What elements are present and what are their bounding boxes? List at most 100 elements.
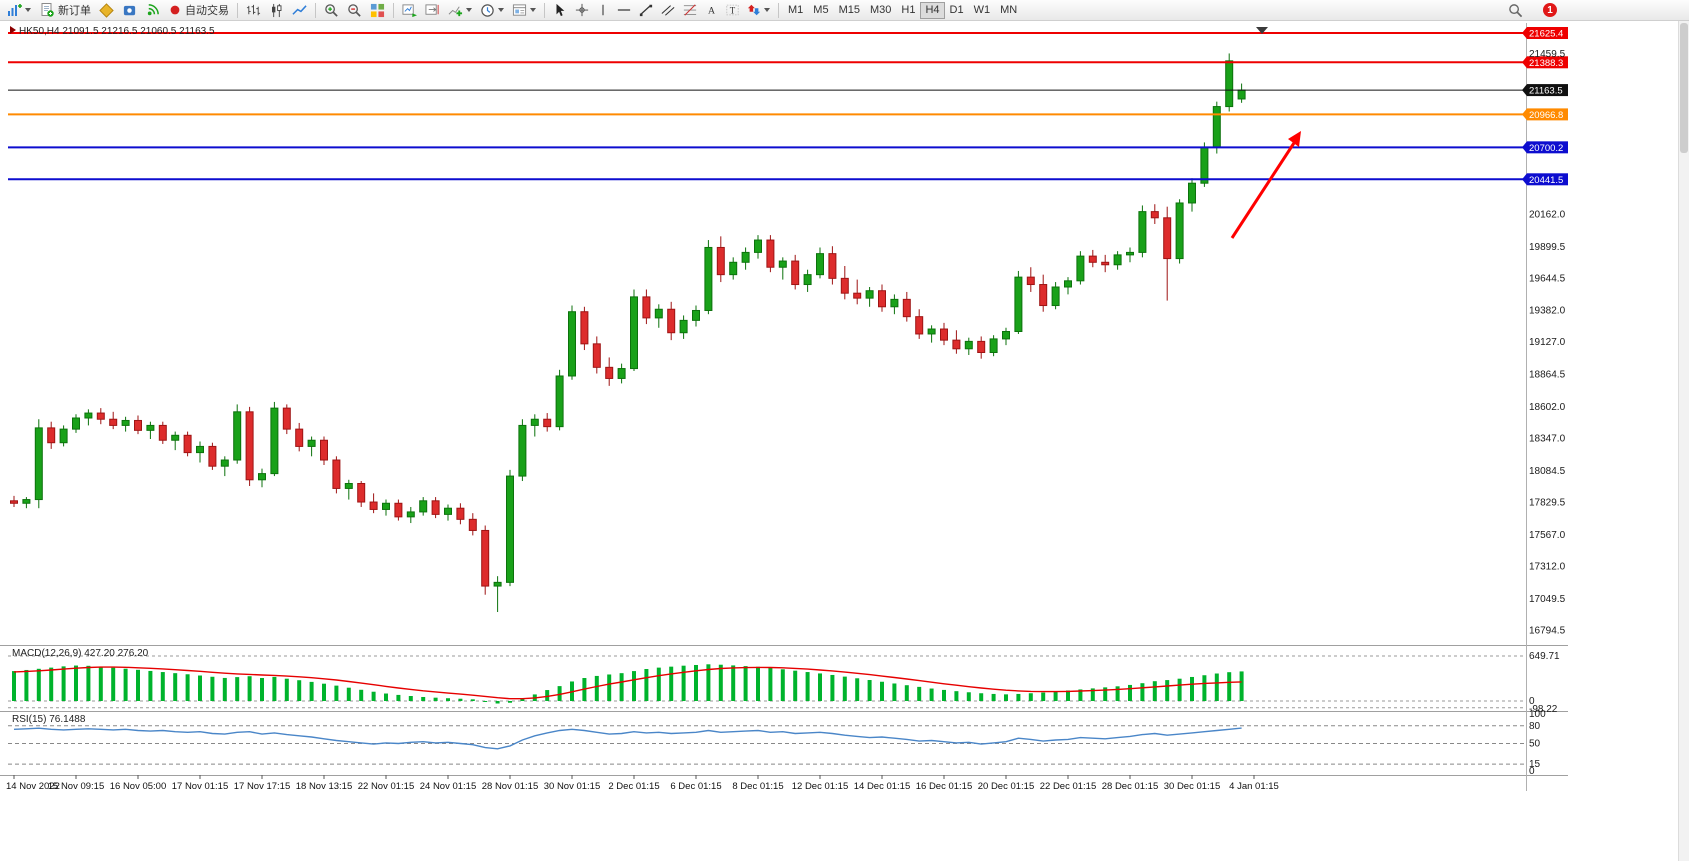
timeframe-button-m15[interactable]: M15 bbox=[834, 2, 865, 19]
macd-histogram-bar bbox=[917, 686, 922, 701]
arrow-objects-icon bbox=[747, 4, 761, 16]
candle-body bbox=[34, 427, 43, 501]
vertical-line-tool-button[interactable] bbox=[593, 1, 613, 20]
indicators-button[interactable] bbox=[444, 1, 476, 20]
tile-windows-button[interactable] bbox=[366, 1, 389, 20]
auto-scroll-button[interactable] bbox=[398, 1, 421, 20]
channel-tool-button[interactable] bbox=[657, 1, 679, 20]
text-tool-button[interactable]: A bbox=[701, 1, 722, 20]
zoom-out-button[interactable] bbox=[343, 1, 366, 20]
macd-histogram-bar bbox=[619, 673, 624, 701]
market-button[interactable] bbox=[118, 1, 141, 20]
candle-body bbox=[468, 518, 477, 531]
time-axis-label: 12 Dec 01:15 bbox=[792, 781, 849, 792]
candle bbox=[357, 481, 366, 507]
auto-trading-button[interactable]: 自动交易 bbox=[164, 1, 233, 20]
chart-shift-button[interactable] bbox=[421, 1, 444, 20]
candle-body bbox=[369, 501, 378, 510]
new-order-button[interactable]: 新订单 bbox=[35, 1, 95, 20]
candle-body bbox=[282, 407, 291, 430]
search-button[interactable] bbox=[1504, 1, 1527, 20]
rsi-scale-label: 0 bbox=[1529, 766, 1535, 777]
macd-histogram-bar bbox=[396, 694, 401, 701]
cursor-tool-button[interactable] bbox=[549, 1, 571, 20]
horizontal-line-tool-button[interactable] bbox=[613, 1, 635, 20]
signals-button[interactable] bbox=[141, 1, 164, 20]
indicators-icon bbox=[448, 5, 463, 16]
price-badge: 21388.3 bbox=[1522, 56, 1568, 69]
arrows-tool-button[interactable] bbox=[743, 1, 774, 20]
candle-body bbox=[196, 445, 204, 454]
candle bbox=[456, 503, 465, 525]
candle bbox=[878, 284, 886, 312]
candlestick-mode-button[interactable] bbox=[265, 1, 288, 20]
rsi-name: RSI(15) bbox=[12, 714, 47, 725]
candle-body bbox=[456, 507, 465, 520]
candle-body bbox=[1150, 211, 1159, 219]
candle-body bbox=[754, 239, 762, 253]
price-badge-label: 21163.5 bbox=[1529, 86, 1563, 97]
candle bbox=[419, 497, 428, 516]
bar-chart-mode-button[interactable] bbox=[242, 1, 265, 20]
price-badge-bg bbox=[1527, 84, 1568, 97]
time-axis-label: 14 Nov 2022 bbox=[6, 781, 60, 792]
periods-button[interactable] bbox=[476, 1, 508, 20]
candle bbox=[146, 421, 155, 440]
crosshair-tool-button[interactable] bbox=[571, 1, 593, 20]
timeframe-button-m5[interactable]: M5 bbox=[808, 2, 833, 19]
macd-histogram-bar bbox=[1053, 691, 1058, 701]
macd-panel: 649.71 0-98.22 bbox=[8, 651, 1560, 715]
timeframe-button-h4[interactable]: H4 bbox=[920, 1, 945, 19]
new-chart-button[interactable] bbox=[2, 1, 35, 20]
templates-button[interactable] bbox=[508, 1, 540, 20]
candle bbox=[1113, 251, 1122, 270]
candle-body bbox=[778, 260, 787, 268]
zoom-in-button[interactable] bbox=[320, 1, 343, 20]
one-click-trading-arrow-icon[interactable] bbox=[10, 26, 16, 34]
timeframe-button-m30[interactable]: M30 bbox=[865, 2, 896, 19]
line-chart-mode-button[interactable] bbox=[288, 1, 311, 20]
candle bbox=[1026, 267, 1035, 292]
candle-body bbox=[679, 319, 688, 334]
price-badge-label: 20966.8 bbox=[1529, 110, 1563, 121]
time-axis-label: 14 Dec 01:15 bbox=[854, 781, 911, 792]
timeframe-button-m1[interactable]: M1 bbox=[783, 2, 808, 19]
price-badge-notch bbox=[1522, 27, 1527, 39]
chart-canvas[interactable]: 649.710-98.22100805015021625.421388.3211… bbox=[0, 21, 1689, 861]
macd-histogram-bar bbox=[656, 667, 661, 701]
chart-shift-marker[interactable] bbox=[1256, 27, 1268, 34]
macd-indicator-label: MACD(12,26,9) 427.20 276.20 bbox=[12, 648, 148, 659]
text-label-tool-button[interactable]: T bbox=[722, 1, 743, 20]
candle bbox=[196, 441, 204, 463]
vertical-scrollbar[interactable] bbox=[1678, 21, 1689, 861]
auto-trading-status-icon bbox=[170, 5, 180, 15]
timeframe-button-d1[interactable]: D1 bbox=[945, 2, 969, 19]
price-axis-label: 18347.0 bbox=[1529, 434, 1566, 445]
candle bbox=[865, 287, 874, 307]
notification-badge[interactable]: 1 bbox=[1543, 3, 1557, 17]
price-badge-notch bbox=[1522, 173, 1527, 186]
price-axis-label: 19127.0 bbox=[1529, 337, 1566, 348]
rsi-scale-label: 80 bbox=[1529, 721, 1541, 732]
scrollbar-thumb[interactable] bbox=[1680, 23, 1688, 153]
price-badge-bg bbox=[1527, 108, 1568, 121]
fibonacci-tool-button[interactable] bbox=[679, 1, 701, 20]
candle-body bbox=[96, 412, 105, 420]
candle bbox=[47, 421, 56, 449]
candle-body bbox=[555, 375, 564, 428]
candle bbox=[171, 431, 180, 451]
metaeditor-button[interactable] bbox=[95, 1, 118, 20]
candle bbox=[667, 301, 676, 341]
trendline-tool-button[interactable] bbox=[635, 1, 657, 20]
time-axis-label: 17 Nov 17:15 bbox=[234, 781, 291, 792]
candle bbox=[382, 499, 390, 516]
arrow-annotation[interactable] bbox=[1230, 131, 1301, 239]
timeframe-button-mn[interactable]: MN bbox=[995, 2, 1022, 19]
chevron-down-icon bbox=[466, 8, 472, 12]
timeframe-button-w1[interactable]: W1 bbox=[969, 2, 996, 19]
candle-body bbox=[1026, 276, 1035, 286]
macd-histogram-bar bbox=[1227, 672, 1232, 701]
candle bbox=[679, 315, 688, 339]
macd-histogram-bar bbox=[297, 680, 302, 701]
timeframe-button-h1[interactable]: H1 bbox=[896, 2, 920, 19]
